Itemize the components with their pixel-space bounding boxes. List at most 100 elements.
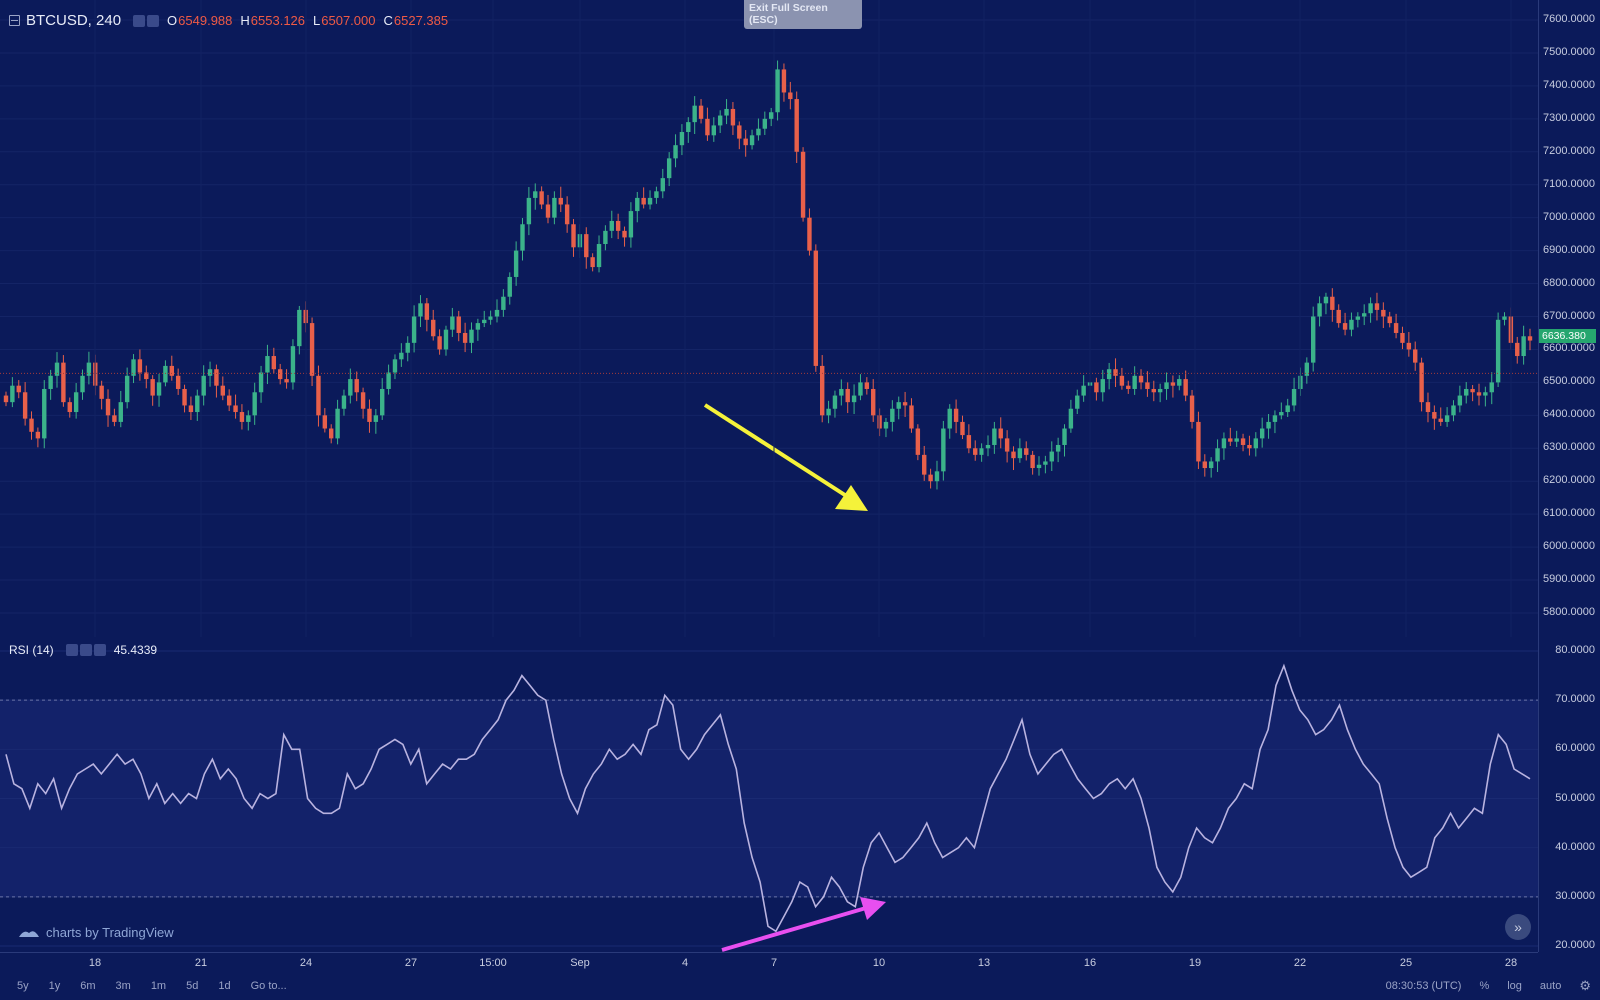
candle-body [724,108,729,116]
range-1d[interactable]: 1d [218,980,231,992]
candle-body [1145,382,1150,389]
auto-scale-toggle[interactable]: auto [1539,980,1562,992]
price-tick-label: 6200.0000 [1543,474,1595,487]
candle-body [61,362,66,403]
goto-button[interactable]: Go to... [250,980,287,992]
close-icon[interactable] [93,644,106,656]
gear-icon[interactable]: ⚙ [1579,978,1591,993]
candle-body [1521,336,1526,357]
time-tick-label: 28 [1504,957,1518,969]
candle-body [520,224,525,251]
price-tick-label: 7600.0000 [1543,13,1595,25]
rsi-chart[interactable] [0,637,1538,952]
range-1m[interactable]: 1m [150,980,167,992]
candle-body [1170,382,1176,386]
price-trend-arrow [703,403,850,499]
time-tick-label: 27 [404,957,418,969]
rsi-legend-buttons [65,644,106,656]
candle-body [915,428,921,455]
price-tick-label: 5900.0000 [1543,573,1595,586]
candle-body [284,379,289,383]
percent-scale-toggle[interactable]: % [1479,980,1490,992]
candle-body [909,405,914,429]
range-5y[interactable]: 5y [17,980,29,992]
candle-body [156,382,162,396]
rsi-axis[interactable]: 80.0000 70.0000 60.0000 50.0000 40.0000 30.00… [1538,637,1600,952]
candle-body [635,197,640,212]
candle-body [552,197,557,218]
price-tick-label: 6600.0000 [1543,342,1595,355]
candle-body [1425,402,1431,413]
settings-icon[interactable] [79,644,92,656]
candle-body [941,428,946,472]
candle-body [864,382,870,389]
time-tick-label: 10 [872,957,886,969]
price-axis[interactable]: 7600.0000 7500.0000 7400.0000 7300.0000 7200… [1538,0,1600,637]
symbol-title[interactable]: BTCUSD, 240 [26,12,122,29]
candle-body [1483,392,1488,396]
time-tick-label: 25 [1399,957,1413,969]
price-tick-label: 6800.0000 [1543,276,1595,289]
candle-body [1381,309,1386,317]
candle-body [1221,438,1227,449]
candle-body [1438,418,1443,422]
candle-body [1017,448,1023,459]
range-5d[interactable]: 5d [186,980,199,992]
eye-icon[interactable] [133,14,146,27]
candle-body [450,316,455,330]
candle-body [998,428,1003,439]
candle-body [992,428,997,445]
candle-body [826,408,831,416]
collapse-icon[interactable] [9,15,20,26]
rsi-title[interactable]: RSI (14) [9,643,54,657]
candle-body [858,382,863,396]
candle-body [494,309,500,317]
candle-body [698,105,704,119]
scroll-to-realtime-button[interactable]: » [1505,914,1531,940]
candle-body [730,108,736,126]
candle-body [1208,461,1214,469]
price-tick-label: 5800.0000 [1543,606,1595,618]
time-tick-label: 16 [1083,957,1097,969]
candle-body [756,128,761,136]
high-value: 6553.126 [250,13,306,28]
candle-body [80,375,85,393]
candle-body [781,69,787,93]
candle-body [1317,303,1322,317]
price-tick-label: 7200.0000 [1543,144,1595,157]
tradingview-watermark[interactable]: charts by TradingView [18,925,174,940]
candle-body [1106,369,1112,380]
price-chart[interactable] [0,0,1538,637]
candle-body [501,296,506,310]
candle-body [1011,451,1016,459]
candle-body [207,369,213,376]
settings-icon[interactable] [147,14,160,27]
range-6m[interactable]: 6m [80,980,96,992]
exit-fullscreen-button[interactable]: Exit Full Screen (ESC) [744,0,862,29]
candle-body [1036,464,1042,469]
log-scale-toggle[interactable]: log [1507,980,1522,992]
candle-body [1400,332,1405,343]
candle-body [488,316,493,320]
candle-body [807,217,812,251]
time-axis[interactable]: 18 21 24 27 15:00 Sep 4 7 10 13 16 19 22 25 28 [0,952,1538,973]
rsi-divergence-arrow [721,906,867,952]
candle-body [105,398,111,416]
candle-body [762,118,768,129]
candle-body [1323,296,1329,304]
range-3m[interactable]: 3m [115,980,131,992]
candle-body [258,372,264,393]
candle-body [195,395,200,413]
candle-body [686,122,691,133]
candle-body [124,375,130,403]
candle-body [67,402,72,413]
candle-body [832,395,838,409]
clock-readout[interactable]: 08:30:53 (UTC) [1385,980,1462,992]
candle-body [1068,408,1074,429]
candle-body [1119,375,1125,386]
candle-body [775,69,780,113]
candle-body [1470,388,1475,393]
time-tick-label: 15:00 [479,957,507,969]
eye-icon[interactable] [65,644,78,656]
range-1y[interactable]: 1y [48,980,61,992]
